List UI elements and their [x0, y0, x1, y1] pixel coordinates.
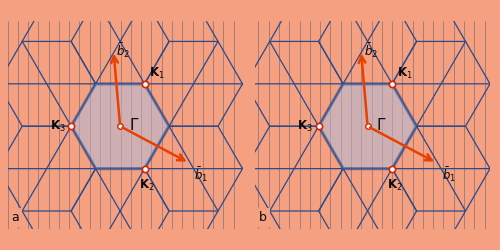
- Text: $\mathit{\Gamma}$: $\mathit{\Gamma}$: [376, 117, 387, 133]
- Polygon shape: [318, 84, 416, 168]
- Text: $\mathit{\Gamma}$: $\mathit{\Gamma}$: [129, 117, 140, 133]
- Text: a: a: [12, 211, 19, 224]
- Text: $\mathbf{K}_1$: $\mathbf{K}_1$: [397, 66, 412, 81]
- Text: $\bar{b}_1$: $\bar{b}_1$: [442, 166, 456, 184]
- Polygon shape: [71, 84, 169, 168]
- Text: $\mathbf{K}_3$: $\mathbf{K}_3$: [297, 119, 313, 134]
- Text: b: b: [259, 211, 267, 224]
- Text: $\bar{b}_2$: $\bar{b}_2$: [364, 41, 378, 60]
- Text: $\bar{b}_2$: $\bar{b}_2$: [116, 41, 130, 60]
- Text: $\mathbf{K}_1$: $\mathbf{K}_1$: [150, 66, 165, 81]
- Text: $\mathbf{K}_3$: $\mathbf{K}_3$: [50, 119, 66, 134]
- Text: $\bar{b}_1$: $\bar{b}_1$: [194, 166, 208, 184]
- Text: $\mathbf{K}_2$: $\mathbf{K}_2$: [139, 178, 155, 192]
- Text: $\mathbf{K}_2$: $\mathbf{K}_2$: [386, 178, 402, 192]
